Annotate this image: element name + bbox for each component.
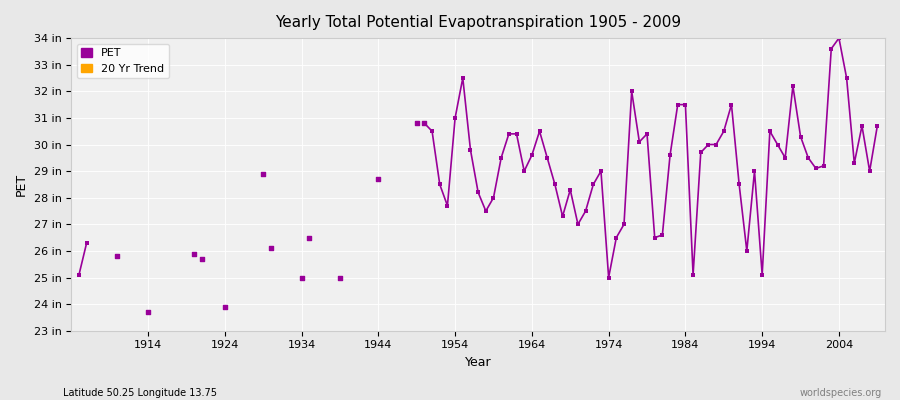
Point [371, 176, 385, 182]
Point [294, 274, 309, 281]
Point [256, 170, 270, 177]
Text: Latitude 50.25 Longitude 13.75: Latitude 50.25 Longitude 13.75 [63, 388, 217, 398]
X-axis label: Year: Year [464, 356, 491, 369]
Point [264, 245, 278, 252]
Point [218, 304, 232, 310]
Point [194, 256, 209, 262]
Title: Yearly Total Potential Evapotranspiration 1905 - 2009: Yearly Total Potential Evapotranspiratio… [275, 15, 681, 30]
Point [418, 120, 432, 126]
Y-axis label: PET: PET [15, 173, 28, 196]
Text: worldspecies.org: worldspecies.org [800, 388, 882, 398]
Point [302, 234, 317, 241]
Point [410, 120, 424, 126]
Point [333, 274, 347, 281]
Legend: PET, 20 Yr Trend: PET, 20 Yr Trend [76, 44, 169, 78]
Point [140, 309, 155, 315]
Point [187, 250, 202, 257]
Point [110, 253, 124, 260]
